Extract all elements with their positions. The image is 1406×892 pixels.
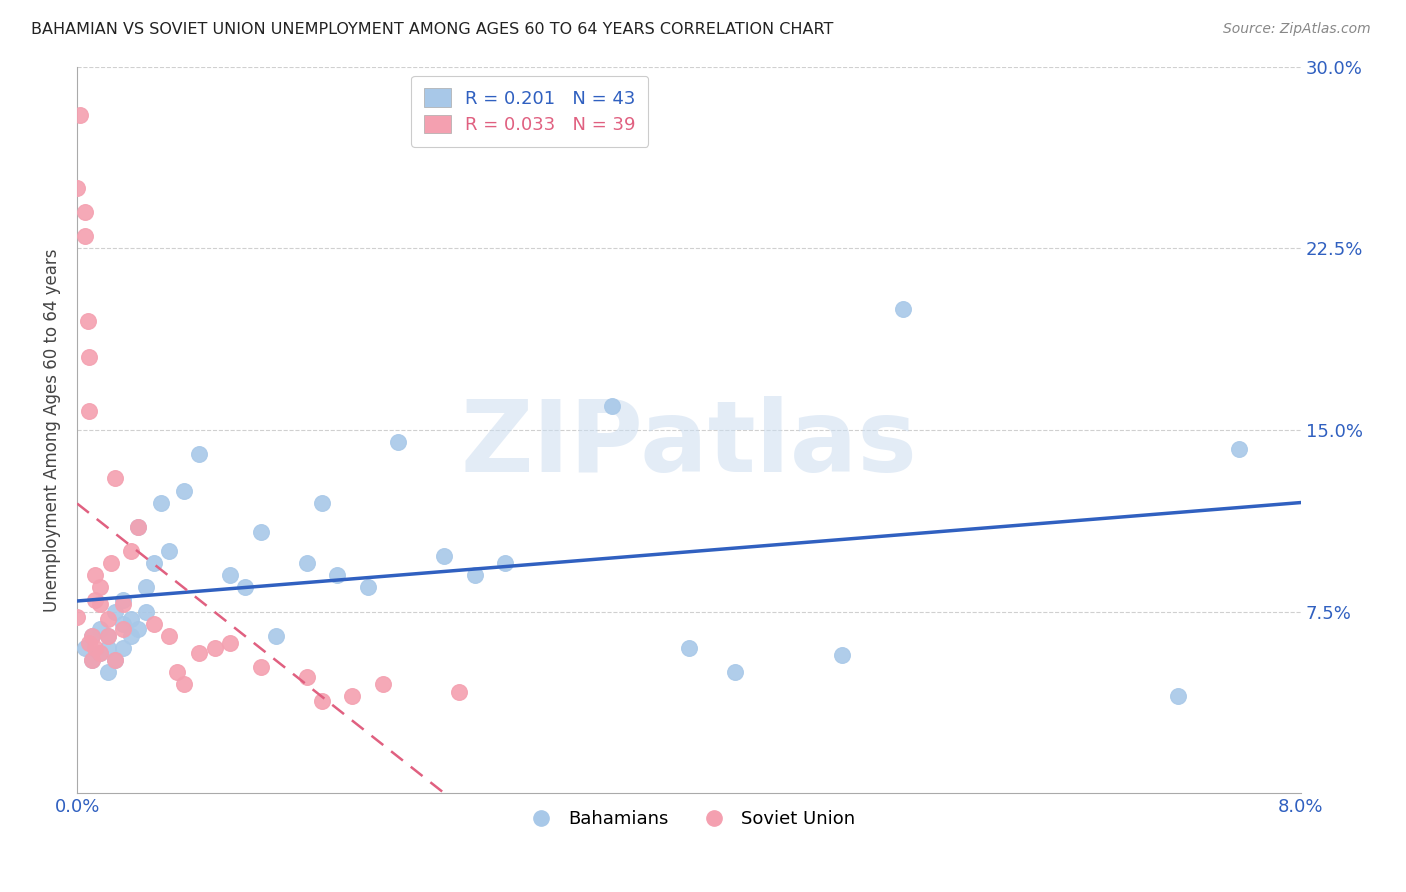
- Point: [464, 568, 486, 582]
- Point: [111, 598, 134, 612]
- Point: [127, 520, 149, 534]
- Point: [387, 435, 409, 450]
- Point: [891, 301, 914, 316]
- Point: [188, 447, 211, 461]
- Point: [66, 180, 89, 194]
- Point: [111, 592, 134, 607]
- Point: [157, 629, 180, 643]
- Point: [449, 684, 471, 698]
- Point: [89, 646, 111, 660]
- Point: [89, 598, 111, 612]
- Point: [173, 483, 195, 498]
- Point: [79, 636, 101, 650]
- Point: [104, 653, 127, 667]
- Point: [166, 665, 188, 680]
- Point: [89, 646, 111, 660]
- Point: [1167, 690, 1189, 704]
- Point: [142, 556, 165, 570]
- Point: [79, 351, 101, 365]
- Point: [135, 581, 157, 595]
- Point: [89, 622, 111, 636]
- Text: Source: ZipAtlas.com: Source: ZipAtlas.com: [1223, 22, 1371, 37]
- Point: [357, 581, 380, 595]
- Point: [100, 556, 122, 570]
- Point: [264, 629, 287, 643]
- Point: [433, 549, 456, 563]
- Y-axis label: Unemployment Among Ages 60 to 64 years: Unemployment Among Ages 60 to 64 years: [44, 248, 60, 612]
- Point: [204, 640, 226, 655]
- Point: [104, 605, 127, 619]
- Point: [97, 665, 120, 680]
- Point: [173, 677, 195, 691]
- Point: [142, 616, 165, 631]
- Point: [82, 629, 104, 643]
- Point: [82, 629, 104, 643]
- Point: [311, 694, 333, 708]
- Point: [84, 640, 107, 655]
- Point: [188, 646, 211, 660]
- Point: [111, 616, 134, 631]
- Point: [219, 568, 242, 582]
- Point: [111, 622, 134, 636]
- Point: [219, 636, 242, 650]
- Point: [1229, 442, 1251, 457]
- Point: [678, 640, 700, 655]
- Point: [249, 524, 271, 539]
- Point: [233, 581, 256, 595]
- Point: [494, 556, 516, 570]
- Point: [89, 581, 111, 595]
- Point: [295, 556, 318, 570]
- Point: [371, 677, 394, 691]
- Text: ZIPatlas: ZIPatlas: [460, 396, 917, 493]
- Point: [120, 544, 142, 558]
- Point: [82, 653, 104, 667]
- Point: [127, 622, 149, 636]
- Point: [602, 399, 624, 413]
- Point: [97, 612, 120, 626]
- Point: [84, 592, 107, 607]
- Point: [104, 653, 127, 667]
- Point: [311, 496, 333, 510]
- Point: [104, 471, 127, 485]
- Point: [150, 496, 173, 510]
- Point: [111, 640, 134, 655]
- Point: [73, 205, 96, 219]
- Text: BAHAMIAN VS SOVIET UNION UNEMPLOYMENT AMONG AGES 60 TO 64 YEARS CORRELATION CHAR: BAHAMIAN VS SOVIET UNION UNEMPLOYMENT AM…: [31, 22, 834, 37]
- Point: [73, 229, 96, 244]
- Point: [120, 612, 142, 626]
- Point: [120, 629, 142, 643]
- Point: [82, 653, 104, 667]
- Point: [97, 640, 120, 655]
- Point: [135, 605, 157, 619]
- Point: [97, 629, 120, 643]
- Point: [69, 108, 91, 122]
- Legend: Bahamians, Soviet Union: Bahamians, Soviet Union: [516, 803, 862, 835]
- Point: [157, 544, 180, 558]
- Point: [326, 568, 349, 582]
- Point: [66, 609, 89, 624]
- Point: [831, 648, 853, 663]
- Point: [249, 660, 271, 674]
- Point: [97, 629, 120, 643]
- Point: [84, 568, 107, 582]
- Point: [295, 670, 318, 684]
- Point: [127, 520, 149, 534]
- Point: [79, 403, 101, 417]
- Point: [73, 640, 96, 655]
- Point: [76, 314, 98, 328]
- Point: [724, 665, 747, 680]
- Point: [342, 690, 364, 704]
